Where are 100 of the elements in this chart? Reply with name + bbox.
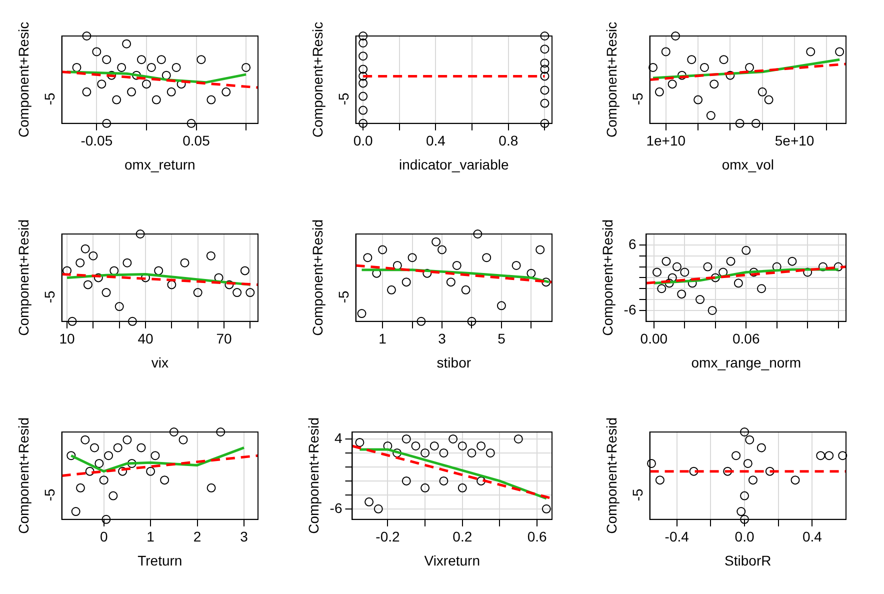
point xyxy=(790,476,800,485)
point xyxy=(756,443,766,452)
point xyxy=(136,230,145,238)
point xyxy=(386,285,396,294)
x-axis-title: indicator_variable xyxy=(399,156,509,172)
point xyxy=(80,435,90,444)
point xyxy=(358,92,368,101)
x-tick-label: 0.4 xyxy=(426,132,446,149)
point xyxy=(97,80,106,89)
point xyxy=(66,451,76,460)
point xyxy=(402,278,411,287)
x-tick-label: -0.05 xyxy=(80,132,113,149)
point xyxy=(71,507,80,516)
x-tick-label: 1e+10 xyxy=(646,132,686,149)
x-tick-label: 0.2 xyxy=(452,528,472,545)
point xyxy=(467,448,476,458)
y-tick-label: 4 xyxy=(334,430,342,446)
y-axis-title: Component+Resid xyxy=(599,220,616,336)
point xyxy=(355,438,364,447)
x-axis-title: vix xyxy=(151,354,168,370)
point xyxy=(358,78,368,88)
x-axis-title: StiborR xyxy=(724,552,772,568)
point xyxy=(136,55,146,64)
point xyxy=(736,507,746,516)
point xyxy=(748,476,758,485)
point xyxy=(112,95,122,104)
point xyxy=(654,87,664,96)
point xyxy=(402,476,411,486)
point xyxy=(542,504,551,514)
point xyxy=(162,70,171,80)
point xyxy=(740,491,750,500)
point xyxy=(402,434,411,444)
point xyxy=(542,278,551,287)
point xyxy=(142,80,151,89)
point xyxy=(758,87,767,96)
point xyxy=(662,256,671,266)
x-tick-label: -0.2 xyxy=(376,528,400,545)
point xyxy=(452,260,462,270)
text: -5 xyxy=(42,488,58,502)
point xyxy=(439,448,448,458)
x-axis-title: omx_vol xyxy=(722,156,774,172)
point xyxy=(648,62,658,72)
point xyxy=(756,284,766,294)
point xyxy=(482,253,492,262)
point xyxy=(438,245,447,254)
x-tick-label: 0.4 xyxy=(802,528,822,545)
point xyxy=(224,280,234,290)
point xyxy=(700,62,709,72)
point xyxy=(420,448,430,458)
y-axis-title: Component+Resid xyxy=(15,220,32,336)
point xyxy=(764,95,774,104)
point xyxy=(358,118,368,128)
point xyxy=(117,62,126,72)
point xyxy=(664,278,674,288)
point xyxy=(703,262,712,272)
point xyxy=(726,256,736,266)
point xyxy=(834,262,843,272)
point xyxy=(540,98,550,108)
x-tick-label: 3 xyxy=(240,528,248,545)
point xyxy=(448,434,458,444)
point xyxy=(83,280,92,290)
point xyxy=(132,70,141,80)
text: -5 xyxy=(630,92,646,106)
point xyxy=(358,64,368,74)
point xyxy=(358,32,368,40)
point xyxy=(706,111,716,120)
point xyxy=(94,458,104,468)
point xyxy=(803,268,812,277)
point xyxy=(526,268,536,278)
point xyxy=(687,55,696,64)
point xyxy=(422,268,432,278)
point xyxy=(358,106,368,115)
x-tick-label: 0.05 xyxy=(182,132,210,149)
point xyxy=(246,288,255,298)
point xyxy=(816,451,826,460)
y-axis-title: Component+Resic xyxy=(309,22,326,138)
point xyxy=(671,32,680,40)
x-tick-label: 3 xyxy=(438,330,446,347)
point xyxy=(677,290,686,299)
point xyxy=(160,476,170,485)
point xyxy=(467,316,476,326)
point xyxy=(206,95,216,104)
point xyxy=(102,118,112,128)
text: -5 xyxy=(336,92,352,106)
x-tick-label: 40 xyxy=(138,330,154,347)
point xyxy=(743,458,752,468)
point xyxy=(240,266,250,276)
point xyxy=(458,483,467,492)
point xyxy=(99,476,108,485)
text: -5 xyxy=(336,290,352,304)
y-axis-title: Component+Resid xyxy=(305,418,322,534)
point xyxy=(92,47,102,56)
point xyxy=(540,118,550,128)
point xyxy=(90,443,99,452)
point xyxy=(167,280,176,290)
point xyxy=(206,251,216,260)
point xyxy=(82,32,92,40)
x-axis-title: omx_range_norm xyxy=(691,354,801,370)
x-tick-label: 0.8 xyxy=(498,132,518,149)
point xyxy=(94,273,103,282)
